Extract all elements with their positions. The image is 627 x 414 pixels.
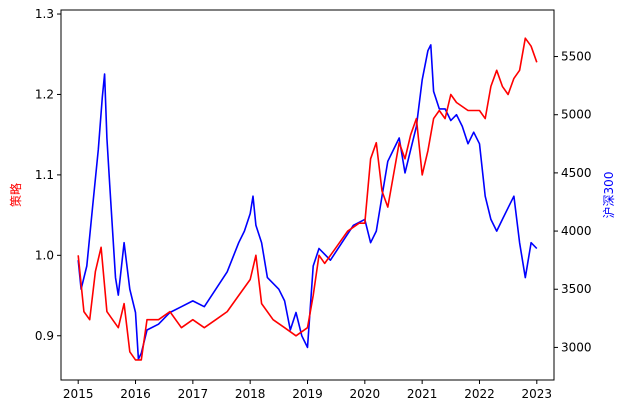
- left-tick-label: 1.3: [35, 7, 54, 21]
- left-tick-label: 1.0: [35, 248, 54, 262]
- right-tick-label: 4500: [561, 166, 592, 180]
- left-axis-label: 策略: [8, 183, 23, 207]
- x-tick-label: 2023: [522, 387, 553, 401]
- left-axis-ticks: 0.9 1.0 1.1 1.2 1.3: [35, 7, 61, 343]
- x-tick-label: 2022: [464, 387, 495, 401]
- series-line-right-axis: [77, 44, 538, 360]
- right-tick-label: 5500: [561, 50, 592, 64]
- x-tick-label: 2018: [235, 387, 266, 401]
- right-axis-label: 沪深300: [602, 172, 616, 219]
- x-tick-label: 2017: [178, 387, 209, 401]
- right-tick-label: 4000: [561, 224, 592, 238]
- x-tick-label: 2019: [292, 387, 323, 401]
- x-tick-label: 2016: [120, 387, 151, 401]
- x-tick-label: 2015: [63, 387, 94, 401]
- right-tick-label: 5000: [561, 108, 592, 122]
- x-tick-label: 2020: [350, 387, 381, 401]
- plot-background: [61, 10, 554, 380]
- left-tick-label: 0.9: [35, 329, 54, 343]
- series-layer: [77, 37, 538, 361]
- series-line-left-axis: [77, 37, 538, 361]
- x-tick-label: 2021: [407, 387, 438, 401]
- right-tick-label: 3000: [561, 340, 592, 354]
- x-axis-ticks: 2015 2016 2017 2018 2019 2020 2021 2022 2023: [63, 380, 552, 401]
- left-tick-label: 1.2: [35, 87, 54, 101]
- right-tick-label: 3500: [561, 282, 592, 296]
- right-axis-ticks: 3000 3500 4000 4500 5000 5500: [554, 50, 592, 354]
- left-tick-label: 1.1: [35, 168, 54, 182]
